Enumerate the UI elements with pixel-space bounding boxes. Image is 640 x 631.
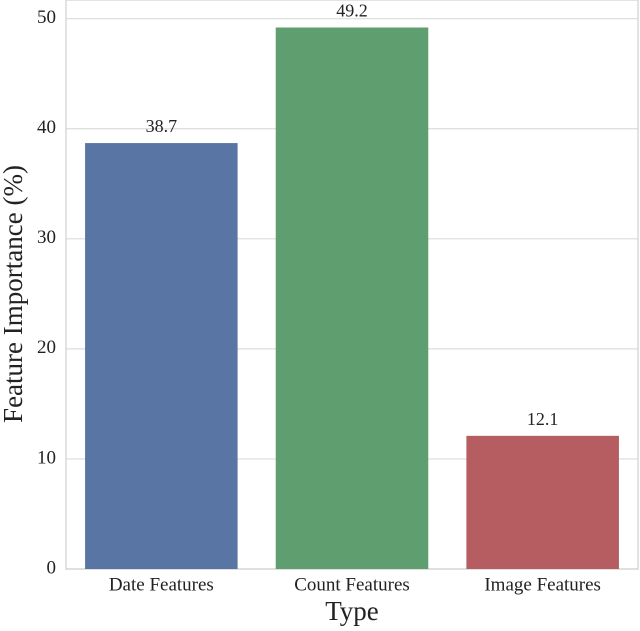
- value-label: 38.7: [146, 116, 178, 136]
- x-tick-label: Date Features: [109, 574, 214, 595]
- y-tick-label: 0: [47, 557, 57, 578]
- y-axis-label: Feature Importance (%): [0, 165, 28, 423]
- y-tick-label: 20: [37, 337, 56, 358]
- value-label: 12.1: [527, 409, 559, 429]
- y-tick-label: 40: [37, 117, 56, 138]
- bar: [275, 27, 429, 569]
- y-tick-label: 30: [37, 227, 56, 248]
- y-tick-label: 10: [37, 447, 56, 468]
- x-axis-label: Type: [325, 596, 379, 626]
- y-tick-label: 50: [37, 7, 56, 28]
- bar: [85, 143, 238, 569]
- x-tick-label: Image Features: [484, 574, 601, 595]
- bar: [466, 435, 619, 569]
- x-tick-label: Count Features: [294, 574, 410, 595]
- value-label: 49.2: [336, 1, 368, 21]
